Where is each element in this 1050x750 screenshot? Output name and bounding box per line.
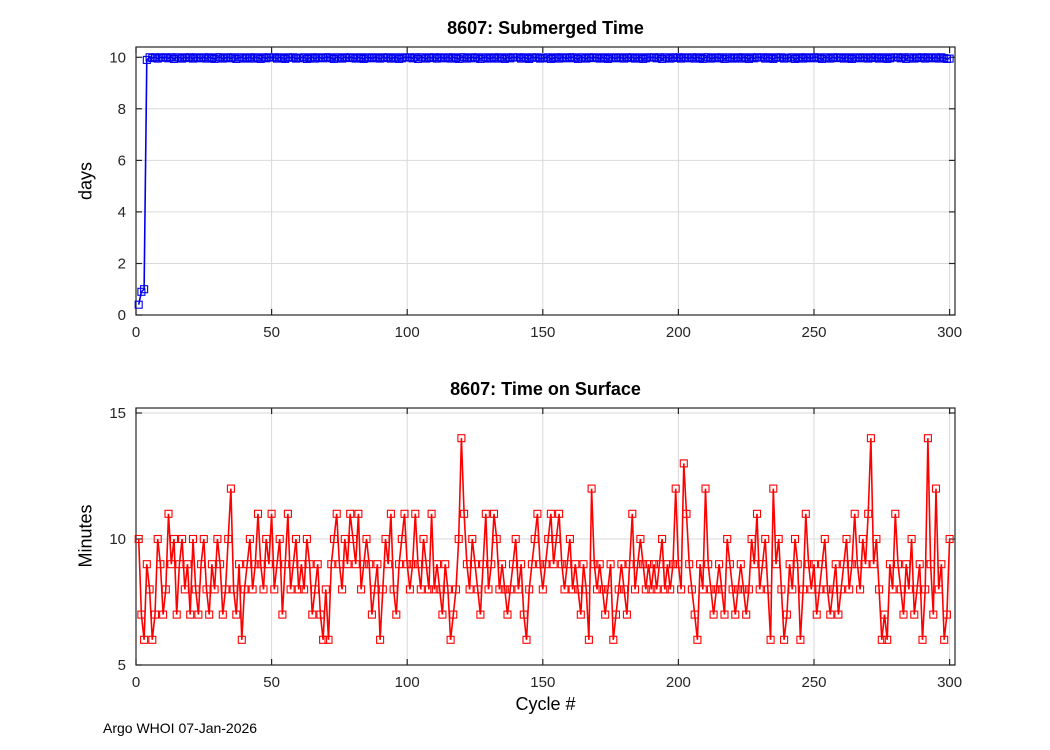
svg-text:300: 300 — [937, 674, 962, 691]
x-axis-label: Cycle # — [515, 694, 576, 714]
svg-text:150: 150 — [530, 324, 555, 341]
svg-text:100: 100 — [395, 674, 420, 691]
svg-text:0: 0 — [132, 324, 140, 341]
svg-text:10: 10 — [109, 531, 126, 548]
footer-caption: Argo WHOI 07-Jan-2026 — [103, 720, 258, 736]
svg-text:10: 10 — [109, 49, 126, 66]
svg-text:50: 50 — [263, 324, 280, 341]
svg-text:250: 250 — [801, 674, 826, 691]
svg-text:300: 300 — [937, 324, 962, 341]
svg-text:0: 0 — [118, 307, 126, 324]
svg-text:250: 250 — [801, 324, 826, 341]
svg-text:15: 15 — [109, 405, 126, 422]
svg-text:150: 150 — [530, 674, 555, 691]
svg-text:200: 200 — [666, 674, 691, 691]
svg-text:0: 0 — [132, 674, 140, 691]
time-on-surface-chart-title: 8607: Time on Surface — [450, 379, 641, 399]
svg-text:2: 2 — [118, 256, 126, 273]
submerged-time-chart-title: 8607: Submerged Time — [447, 18, 644, 38]
svg-text:6: 6 — [118, 152, 126, 169]
svg-text:8: 8 — [118, 101, 126, 118]
svg-text:100: 100 — [395, 324, 420, 341]
svg-text:50: 50 — [263, 674, 280, 691]
svg-text:5: 5 — [118, 657, 126, 674]
svg-text:200: 200 — [666, 324, 691, 341]
svg-text:4: 4 — [118, 204, 126, 221]
